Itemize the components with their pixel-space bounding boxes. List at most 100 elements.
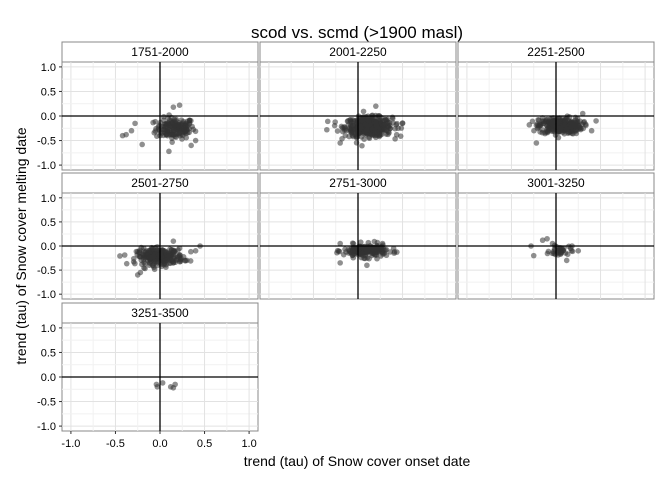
data-point [366, 255, 372, 262]
data-point [537, 129, 543, 135]
data-point [552, 251, 559, 258]
data-point [159, 380, 166, 386]
data-point [332, 119, 338, 125]
y-tick-label: 1.0 [41, 62, 56, 74]
data-point [131, 255, 137, 262]
data-point [128, 127, 135, 134]
y-tick-label: -0.5 [37, 136, 56, 148]
panel-2251-2500: 2251-2500 [457, 41, 655, 171]
data-point [338, 123, 345, 130]
panel-strip-label: 2251-2500 [527, 45, 585, 59]
y-tick-label: 0.0 [41, 111, 56, 123]
data-point [563, 257, 570, 264]
data-point [383, 127, 389, 134]
data-point [556, 118, 562, 125]
panel-strip-label: 2001-2250 [329, 45, 387, 59]
data-point [364, 262, 370, 269]
data-point [399, 120, 406, 127]
data-point [137, 269, 144, 276]
data-point [166, 252, 172, 259]
data-point [163, 131, 170, 138]
data-point [588, 127, 595, 134]
y-tick-label: 0.5 [41, 86, 56, 98]
data-point [188, 142, 194, 149]
data-point [544, 250, 551, 257]
panel-2001-2250: 2001-2250 [259, 41, 457, 171]
data-point [393, 131, 400, 138]
data-point [347, 117, 353, 123]
data-point [123, 131, 129, 138]
data-point [373, 134, 379, 141]
data-point [529, 118, 536, 125]
data-point [337, 240, 343, 247]
data-point [364, 123, 371, 129]
data-point [144, 252, 151, 259]
data-point [372, 129, 378, 135]
data-point [360, 108, 367, 115]
data-point [535, 116, 541, 123]
data-point [154, 244, 161, 250]
data-point [170, 104, 177, 110]
data-point [530, 252, 537, 259]
data-point [337, 260, 343, 266]
data-point [192, 248, 199, 254]
data-point [349, 248, 356, 254]
data-point [176, 102, 183, 108]
data-point [359, 116, 366, 123]
data-point [533, 140, 540, 146]
data-point [337, 140, 343, 146]
data-point [150, 246, 156, 252]
data-point [192, 137, 199, 144]
data-point [170, 238, 177, 244]
data-point [562, 122, 569, 128]
y-tick-label: 1.0 [41, 193, 56, 205]
panel-strip-label: 2751-3000 [329, 176, 387, 190]
panel-3001-3250: 3001-3250 [457, 172, 655, 300]
data-point [136, 249, 143, 255]
x-tick-label: 1.0 [241, 438, 256, 450]
x-tick-label: -1.0 [61, 438, 80, 450]
data-point [132, 260, 138, 267]
y-tick-label: -1.0 [37, 160, 56, 172]
data-point [334, 247, 341, 254]
data-point [539, 237, 546, 244]
data-point [175, 121, 182, 128]
data-point [371, 238, 378, 245]
x-axis-title: trend (tau) of Snow cover onset date [244, 453, 471, 469]
data-point [554, 123, 560, 129]
data-point [581, 118, 588, 125]
data-point [169, 139, 175, 145]
data-point [373, 122, 380, 128]
data-point [132, 120, 138, 127]
data-point [151, 129, 158, 136]
data-point [187, 258, 194, 264]
data-point [381, 250, 388, 256]
data-point [370, 247, 377, 253]
data-point [154, 384, 161, 390]
data-point [343, 127, 350, 134]
data-point [357, 239, 364, 245]
data-point [151, 258, 158, 265]
data-point [349, 252, 356, 258]
panel-strip-label: 3251-3500 [131, 306, 189, 320]
data-point [365, 239, 372, 246]
data-point [324, 126, 330, 133]
data-point [593, 118, 599, 124]
data-point [155, 252, 162, 258]
data-point [564, 251, 571, 258]
data-point [533, 122, 540, 129]
panel-2751-3000: 2751-3000 [259, 172, 457, 300]
data-point [339, 135, 345, 142]
panel-points [334, 238, 400, 269]
data-point [334, 128, 341, 134]
data-point [558, 249, 565, 255]
y-tick-label: -1.0 [37, 421, 56, 433]
data-point [361, 136, 367, 142]
data-point [361, 128, 368, 135]
data-point [354, 119, 360, 126]
data-point [359, 243, 365, 250]
data-point [546, 119, 553, 126]
x-axis-ticks: -1.0 -0.5 0.0 0.5 1.0 [61, 431, 257, 450]
panel-1751-2000: 1751-2000 -1.0 -0.5 0.0 0.5 1.0 [37, 41, 259, 172]
